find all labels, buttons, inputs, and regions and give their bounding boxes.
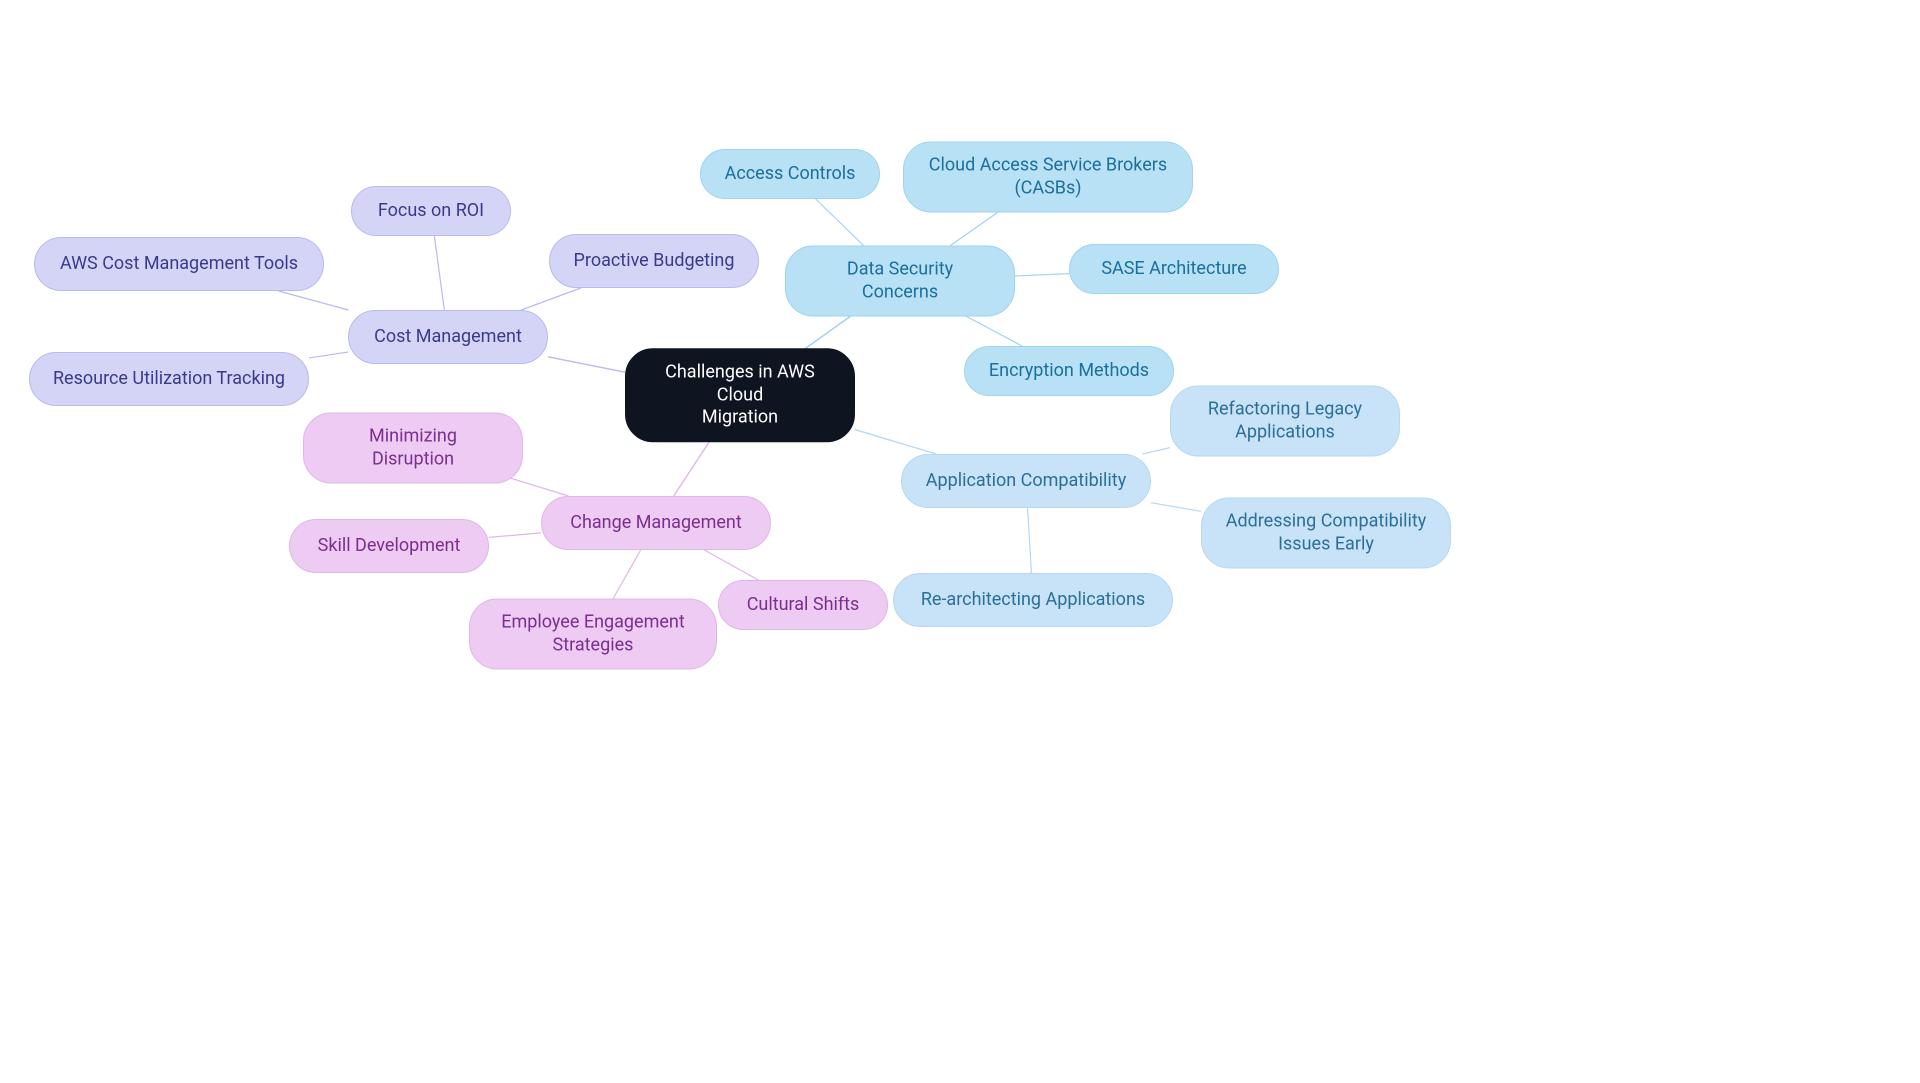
edge: [1015, 274, 1069, 276]
edge: [674, 433, 715, 496]
node-cost_roi[interactable]: Focus on ROI: [351, 186, 511, 236]
node-label: AWS Cost Management Tools: [60, 253, 298, 276]
node-label: Challenges in AWS Cloud Migration: [648, 361, 832, 429]
edge: [278, 291, 348, 310]
edge: [309, 352, 348, 358]
node-label: SASE Architecture: [1101, 258, 1246, 281]
edge: [521, 288, 581, 310]
node-label: Proactive Budgeting: [574, 250, 735, 273]
node-sec[interactable]: Data Security Concerns: [785, 246, 1015, 317]
node-label: Employee Engagement Strategies: [501, 612, 684, 657]
node-change_emp[interactable]: Employee Engagement Strategies: [469, 599, 717, 670]
node-label: Resource Utilization Tracking: [53, 368, 285, 391]
node-cost_budget[interactable]: Proactive Budgeting: [549, 234, 759, 288]
node-label: Cost Management: [374, 326, 522, 349]
node-sec_casb[interactable]: Cloud Access Service Brokers (CASBs): [903, 142, 1193, 213]
node-app_rearch[interactable]: Re-architecting Applications: [893, 573, 1173, 627]
node-label: Cloud Access Service Brokers (CASBs): [929, 155, 1167, 200]
edge: [704, 550, 758, 580]
node-label: Change Management: [570, 512, 742, 535]
node-change_culture[interactable]: Cultural Shifts: [718, 580, 888, 630]
node-label: Skill Development: [318, 535, 461, 558]
node-app[interactable]: Application Compatibility: [901, 454, 1151, 508]
mindmap-canvas: Challenges in AWS Cloud Migration Cost Ma…: [0, 0, 1920, 1083]
edge: [1028, 508, 1032, 573]
node-sec_access[interactable]: Access Controls: [700, 149, 880, 199]
node-cost_tools[interactable]: AWS Cost Management Tools: [34, 237, 324, 291]
node-label: Addressing Compatibility Issues Early: [1226, 511, 1427, 556]
node-label: Access Controls: [725, 163, 856, 186]
node-label: Re-architecting Applications: [921, 589, 1145, 612]
node-label: Application Compatibility: [926, 470, 1126, 493]
node-change_disrupt[interactable]: Minimizing Disruption: [303, 413, 523, 484]
node-change_skill[interactable]: Skill Development: [289, 519, 489, 573]
node-label: Refactoring Legacy Applications: [1208, 399, 1362, 444]
node-app_early[interactable]: Addressing Compatibility Issues Early: [1201, 498, 1451, 569]
node-root[interactable]: Challenges in AWS Cloud Migration: [625, 348, 855, 442]
edge: [612, 550, 641, 601]
edge: [1143, 448, 1170, 454]
edge: [1151, 503, 1201, 512]
edge: [489, 533, 541, 537]
node-label: Cultural Shifts: [747, 594, 860, 617]
edge: [434, 236, 444, 310]
node-sec_enc[interactable]: Encryption Methods: [964, 346, 1174, 396]
node-cost_track[interactable]: Resource Utilization Tracking: [29, 352, 309, 406]
node-change[interactable]: Change Management: [541, 496, 771, 550]
node-sec_sase[interactable]: SASE Architecture: [1069, 244, 1279, 294]
node-cost[interactable]: Cost Management: [348, 310, 548, 364]
edge: [548, 357, 625, 372]
node-app_refactor[interactable]: Refactoring Legacy Applications: [1170, 386, 1400, 457]
node-label: Focus on ROI: [378, 200, 484, 223]
node-label: Encryption Methods: [989, 360, 1149, 383]
node-label: Minimizing Disruption: [326, 426, 500, 471]
node-label: Data Security Concerns: [808, 259, 992, 304]
edge: [855, 430, 936, 454]
